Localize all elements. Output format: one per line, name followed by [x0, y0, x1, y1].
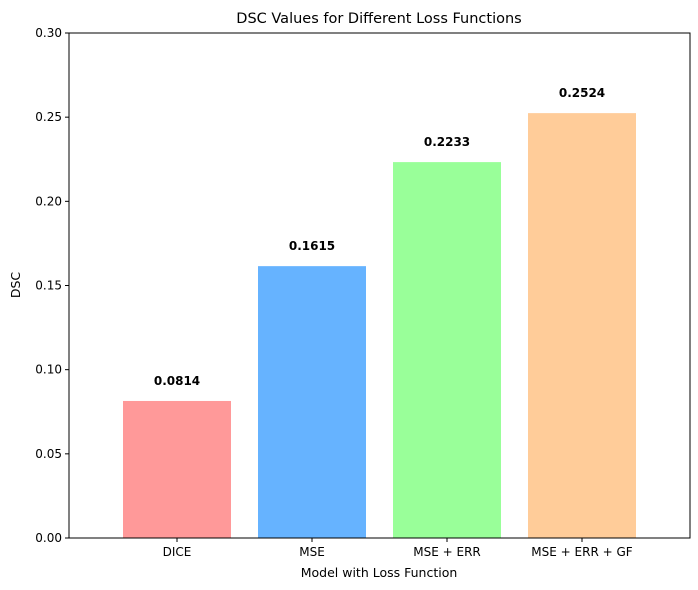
bar: [258, 266, 366, 538]
y-tick-label: 0.05: [35, 447, 62, 461]
chart-title: DSC Values for Different Loss Functions: [236, 11, 521, 27]
y-tick-label: 0.25: [35, 110, 62, 124]
data-label: 0.2233: [424, 135, 470, 149]
bar: [528, 113, 636, 539]
x-axis-label: Model with Loss Function: [301, 565, 458, 580]
x-tick-label: MSE + ERR: [413, 545, 481, 559]
plot-area: 0.00 0.05 0.10 0.15 0.20 0.25 0.30 0.0814 DICE 0.…: [35, 26, 636, 559]
y-tick-label: 0.20: [35, 194, 62, 208]
y-tick-label: 0.00: [35, 531, 62, 545]
bar: [393, 162, 501, 538]
y-tick-label: 0.30: [35, 26, 62, 40]
x-tick-label: MSE + ERR + GF: [531, 545, 632, 559]
data-label: 0.2524: [559, 86, 605, 100]
y-tick-label: 0.15: [35, 279, 62, 293]
x-tick-label: MSE: [299, 545, 325, 559]
y-axis-label: DSC: [8, 272, 23, 299]
x-tick-label: DICE: [163, 545, 192, 559]
bar: [123, 400, 231, 538]
plot-frame: [68, 32, 691, 539]
data-label: 0.0814: [154, 374, 200, 388]
data-label: 0.1615: [289, 239, 335, 253]
y-tick-label: 0.10: [35, 363, 62, 377]
